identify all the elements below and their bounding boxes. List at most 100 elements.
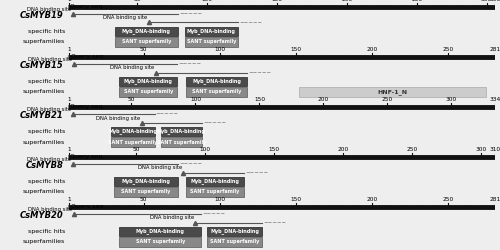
Bar [115,37,178,47]
Text: CsMYB21: CsMYB21 [20,110,63,120]
Text: superfamilies: superfamilies [23,90,66,94]
Text: 300: 300 [446,97,457,102]
Text: Myb_DNA-binding: Myb_DNA-binding [108,128,157,134]
Bar [119,76,177,86]
Text: DNA binding site: DNA binding site [28,207,72,212]
Text: CsMYB20: CsMYB20 [20,210,63,220]
Text: Myb_DNA-binding: Myb_DNA-binding [210,228,260,234]
Text: SANT superfamily: SANT superfamily [122,190,170,194]
Text: 100: 100 [214,47,225,52]
Text: SANT superfamily: SANT superfamily [122,40,171,44]
Bar [186,76,247,86]
Bar [161,137,202,147]
Text: Query seq.: Query seq. [70,4,104,9]
Text: 50: 50 [134,0,141,2]
Text: 1: 1 [67,0,70,2]
Text: 100: 100 [202,0,213,2]
Text: ~~~~~: ~~~~~ [264,220,287,225]
Text: 150: 150 [290,47,302,52]
Bar [186,187,244,197]
Text: 50: 50 [132,147,140,152]
Text: Myb_DNA-binding: Myb_DNA-binding [157,128,206,134]
Bar [208,237,262,247]
Text: 100: 100 [214,197,225,202]
Text: 1: 1 [67,147,70,152]
Text: 250: 250 [442,197,454,202]
Text: ~~~~~: ~~~~~ [179,162,203,166]
Text: Myb_DNA-binding: Myb_DNA-binding [122,178,170,184]
Text: ~~~~~: ~~~~~ [156,112,179,116]
Text: 50: 50 [140,47,147,52]
Text: 150: 150 [290,197,302,202]
Text: DNA binding site: DNA binding site [96,116,140,120]
Text: 281: 281 [490,47,500,52]
Text: superfamilies: superfamilies [23,240,66,244]
Text: 100: 100 [200,147,211,152]
Bar [119,226,202,236]
Text: 306: 306 [490,0,500,2]
Text: ~~~~~: ~~~~~ [203,212,226,216]
Text: ~~~~~: ~~~~~ [246,170,268,175]
Bar [161,126,202,136]
Text: DNA binding site: DNA binding site [28,7,72,12]
Text: Myb_DNA-binding: Myb_DNA-binding [124,78,172,84]
Text: 250: 250 [411,0,422,2]
Text: Query seq.: Query seq. [70,204,105,209]
Text: Myb_DNA-binding: Myb_DNA-binding [122,28,171,34]
Text: CsMYB15: CsMYB15 [20,60,63,70]
Text: 334: 334 [490,97,500,102]
Text: DNA binding site: DNA binding site [27,107,72,112]
Text: SANT superfamily: SANT superfamily [192,90,241,94]
Text: DNA binding site: DNA binding site [103,16,147,20]
Bar [114,176,178,186]
Text: 310: 310 [490,147,500,152]
Text: 300: 300 [476,147,487,152]
Text: 50: 50 [128,97,135,102]
Text: DNA binding site: DNA binding site [138,166,182,170]
Text: Myb_DNA-binding: Myb_DNA-binding [187,28,236,34]
Bar [298,87,486,97]
Bar [119,87,177,97]
Bar [111,126,154,136]
Bar [186,87,247,97]
Text: 200: 200 [318,97,329,102]
Text: 300: 300 [481,0,492,2]
Text: 200: 200 [366,47,378,52]
Text: DNA binding site: DNA binding site [110,66,154,70]
Text: superfamilies: superfamilies [23,140,66,144]
Text: 1: 1 [67,97,70,102]
Text: ~~~~~: ~~~~~ [180,12,203,16]
Text: CsMYB19: CsMYB19 [20,10,63,20]
Text: DNA binding site: DNA binding site [150,216,194,220]
Bar [114,187,178,197]
Text: SANT superfamily: SANT superfamily [190,190,240,194]
Text: specific hits: specific hits [28,129,66,134]
Text: Myb_DNA-binding: Myb_DNA-binding [136,228,184,234]
Text: ~~~~~: ~~~~~ [178,62,202,66]
Text: 50: 50 [140,197,147,202]
Text: 150: 150 [269,147,280,152]
Text: specific hits: specific hits [28,79,66,84]
Text: Myb_DNA-binding: Myb_DNA-binding [192,78,241,84]
Bar [186,176,244,186]
Text: HNF-1_N: HNF-1_N [377,89,408,95]
Text: SANT superfamily: SANT superfamily [210,240,260,244]
Text: 200: 200 [366,197,378,202]
Text: Query seq.: Query seq. [70,154,104,159]
Bar [119,237,202,247]
Text: 250: 250 [406,147,418,152]
Text: 150: 150 [254,97,265,102]
Text: 250: 250 [382,97,393,102]
Text: superfamilies: superfamilies [23,40,66,44]
Text: Query seq.: Query seq. [70,104,104,109]
Text: 1: 1 [67,47,71,52]
Text: ~~~~~: ~~~~~ [203,120,226,125]
Text: specific hits: specific hits [28,229,66,234]
Text: ~~~~~: ~~~~~ [240,20,262,25]
Text: Myb_DNA-binding: Myb_DNA-binding [190,178,240,184]
Text: 150: 150 [272,0,282,2]
Text: 1: 1 [67,197,71,202]
Text: DNA binding site: DNA binding site [28,157,72,162]
Text: SANT superfamily: SANT superfamily [157,140,206,144]
Text: 200: 200 [342,0,352,2]
